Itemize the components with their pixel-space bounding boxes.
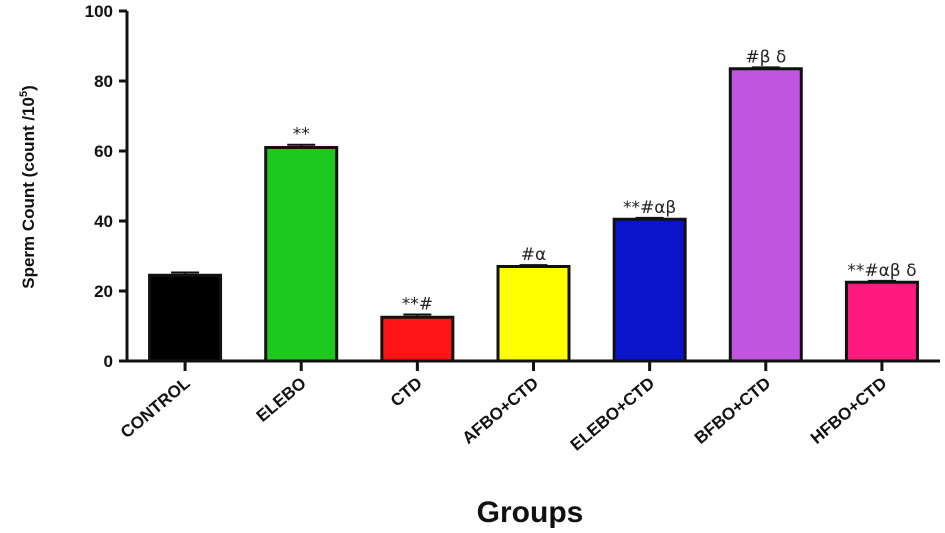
y-axis-label: Sperm Count (count /105): [18, 85, 38, 289]
significance-label: #β δ: [745, 47, 786, 67]
category-label: ELEBO: [253, 374, 310, 426]
y-tick-label: 60: [94, 142, 113, 161]
category-label: AFBO+CTD: [459, 374, 542, 448]
category-label: BFBO+CTD: [691, 374, 774, 448]
significance-label: #α: [521, 245, 546, 265]
bars: [148, 67, 919, 363]
bar: [264, 146, 339, 363]
significance-label: **: [293, 125, 310, 145]
y-axis: 0 20 40 60 80 100: [85, 2, 129, 371]
category-labels: CONTROL ELEBO CTD AFBO+CTD ELEBO+CTD BFBO+CTD…: [117, 374, 890, 455]
error-bars: [171, 66, 896, 318]
significance-label: **#: [402, 294, 433, 314]
x-axis-label: Groups: [477, 496, 584, 529]
category-label: ELEBO+CTD: [567, 374, 658, 455]
significance-label: **#αβ: [623, 198, 676, 218]
bar: [148, 273, 223, 363]
significance-annotations: ** **# #α **#αβ #β δ **#αβ δ: [293, 47, 917, 314]
bar: [728, 67, 803, 363]
y-tick-label: 0: [104, 352, 113, 371]
y-tick-label: 20: [94, 282, 113, 301]
category-label: CONTROL: [117, 374, 194, 443]
y-tick-label: 100: [85, 2, 113, 21]
y-tick-label: 80: [94, 72, 113, 91]
y-tick-label: 40: [94, 212, 113, 231]
significance-label: **#αβ δ: [847, 261, 916, 281]
category-label: HFBO+CTD: [807, 374, 890, 448]
category-label: CTD: [387, 374, 426, 411]
bar: [612, 217, 687, 363]
bar: [496, 265, 571, 363]
bar: [380, 315, 455, 363]
bar: [844, 280, 919, 363]
